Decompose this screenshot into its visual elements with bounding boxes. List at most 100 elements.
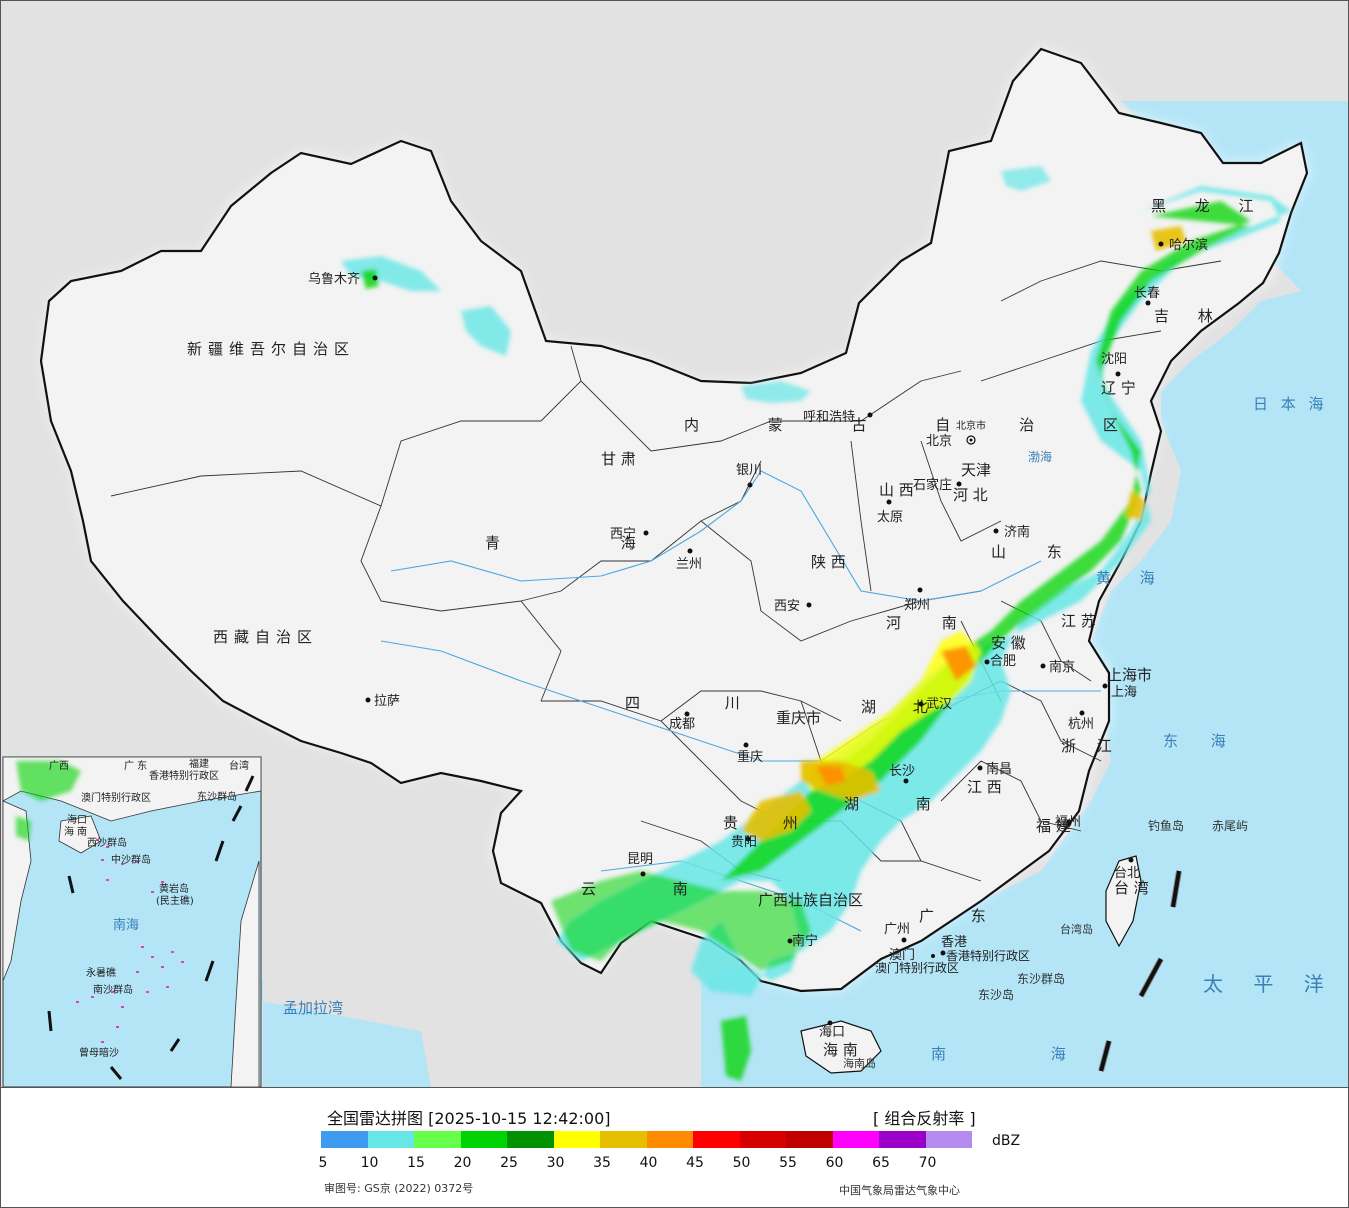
city-urumqi: 乌鲁木齐 xyxy=(308,271,360,287)
color-scale-tick: 25 xyxy=(500,1155,518,1171)
inset-zengmu: 曾母暗沙 xyxy=(79,1046,119,1059)
province-hainan: 海 南 xyxy=(823,1041,858,1059)
inset-nanhai: 南海 xyxy=(113,917,139,933)
color-scale-tick: 10 xyxy=(360,1155,379,1171)
color-scale-tick: 65 xyxy=(872,1155,890,1171)
province-qinghai: 青 海 xyxy=(485,534,694,552)
island-dongsha-qundao: 东沙群岛 xyxy=(1017,971,1065,986)
color-swatch xyxy=(600,1131,647,1148)
color-swatch xyxy=(414,1131,461,1148)
city-hongkong: 香港 xyxy=(941,935,967,950)
color-swatch xyxy=(367,1131,414,1148)
color-swatch xyxy=(925,1131,972,1148)
city-beijing-municipality: 北京市 xyxy=(956,419,986,432)
color-swatch xyxy=(553,1131,600,1148)
city-shenyang: 沈阳 xyxy=(1101,352,1127,367)
province-guangxi: 广西壮族自治区 xyxy=(758,891,863,909)
sea-taipingyang: 太 平 洋 xyxy=(1203,972,1336,996)
inset-yongshu: 永暑礁 xyxy=(86,966,116,979)
sea-nanhai: 南 海 xyxy=(931,1045,1116,1063)
island-chiwei: 赤尾屿 xyxy=(1212,819,1248,833)
province-shanghai: 上海市 xyxy=(1107,666,1152,684)
taiwan-island xyxy=(1105,855,1142,948)
province-xinjiang: 新疆维吾尔自治区 xyxy=(187,340,355,358)
legend-unit: dBZ xyxy=(992,1133,1021,1149)
color-swatch xyxy=(646,1131,693,1148)
city-chongqing: 重庆 xyxy=(737,749,763,765)
city-wuhan: 武汉 xyxy=(926,697,952,712)
province-zhejiang: 浙 江 xyxy=(1061,737,1120,755)
province-xizang: 西藏自治区 xyxy=(213,628,318,646)
color-scale-tick: 30 xyxy=(546,1155,565,1171)
island-labels: 钓鱼岛 赤尾屿 台湾岛 东沙群岛 东沙岛 海南岛 xyxy=(843,818,1248,1070)
inset-minzhujiao: (民主礁) xyxy=(156,894,194,907)
province-guizhou: 贵 州 xyxy=(723,814,818,832)
province-labels: 新疆维吾尔自治区 西藏自治区 青 海 甘 肃 内 蒙 古 自 治 区 黑 龙 江… xyxy=(187,197,1254,1059)
sea-ribenhai: 日 本 海 xyxy=(1253,395,1328,413)
city-guiyang: 贵阳 xyxy=(731,835,757,850)
province-neimenggu: 内 蒙 古 自 治 区 xyxy=(684,416,1150,434)
province-hebei: 河 北 xyxy=(953,486,988,504)
legend-title: 全国雷达拼图 [2025-10-15 12:42:00] xyxy=(327,1109,611,1128)
color-scale-tick: 15 xyxy=(407,1155,425,1171)
city-lanzhou: 兰州 xyxy=(676,557,702,572)
color-scale-tick: 50 xyxy=(732,1155,751,1171)
city-lhasa: 拉萨 xyxy=(374,694,400,709)
city-macau: 澳门 xyxy=(889,947,915,963)
province-gansu: 甘 肃 xyxy=(601,450,636,468)
color-scale-tick: 60 xyxy=(825,1155,844,1171)
province-jiangsu: 江 苏 xyxy=(1061,612,1096,630)
province-jiangxi: 江 西 xyxy=(967,778,1002,796)
province-guangdong: 广 东 xyxy=(919,907,1002,925)
inset-zhongsha: 中沙群岛 xyxy=(111,853,151,866)
data-source: 中国气象局雷达气象中心 xyxy=(839,1184,960,1197)
legend-panel: 全国雷达拼图 [2025-10-15 12:42:00] [ 组合反射率 ] 5… xyxy=(0,1088,1349,1208)
city-guangzhou: 广州 xyxy=(884,922,910,937)
color-scale-tick: 40 xyxy=(639,1155,658,1171)
province-taiwan: 台 湾 xyxy=(1114,879,1149,897)
city-zhengzhou: 郑州 xyxy=(904,598,930,613)
inset-fujian: 福建 xyxy=(189,757,209,770)
province-shaanxi: 陕 西 xyxy=(811,553,846,571)
city-haikou: 海口 xyxy=(819,1025,845,1040)
inset-nansha: 南沙群岛 xyxy=(93,983,133,996)
color-scale-tick: 55 xyxy=(779,1155,797,1171)
sea-huanghai: 黄 海 xyxy=(1096,569,1167,587)
color-swatch xyxy=(879,1131,926,1148)
nine-dash-line xyxy=(1098,870,1182,1072)
province-henan: 河 南 xyxy=(886,614,975,632)
inset-huangyan: 黄岩岛 xyxy=(159,882,189,895)
sea-areas xyxy=(151,101,1348,1087)
radar-map: 新疆维吾尔自治区 西藏自治区 青 海 甘 肃 内 蒙 古 自 治 区 黑 龙 江… xyxy=(0,0,1349,1088)
island-dongsha-dao: 东沙岛 xyxy=(978,987,1014,1002)
city-kunming: 昆明 xyxy=(627,852,653,867)
province-anhui: 安 徽 xyxy=(991,634,1026,652)
inset-dongsha: 东沙群岛 xyxy=(197,790,237,803)
inset-labels: 广 东 广西 福建 台湾 香港特别行政区 澳门特别行政区 东沙群岛 海口 海 南… xyxy=(49,757,249,1059)
inset-macau: 澳门特别行政区 xyxy=(81,791,151,804)
province-shanxi: 山 西 xyxy=(879,481,914,499)
city-harbin: 哈尔滨 xyxy=(1169,237,1208,253)
province-yunnan: 云 南 xyxy=(581,880,724,898)
inset-taiwan: 台湾 xyxy=(229,759,249,772)
province-jilin: 吉 林 xyxy=(1154,307,1225,325)
south-china-sea-inset xyxy=(2,756,262,1087)
province-fujian: 福 建 xyxy=(1036,817,1071,835)
island-diaoyu: 钓鱼岛 xyxy=(1148,818,1184,833)
province-hunan: 湖 南 xyxy=(844,795,957,813)
city-nanjing: 南京 xyxy=(1049,659,1075,675)
inset-islands xyxy=(76,839,184,1043)
color-scale-tick: 5 xyxy=(318,1155,328,1171)
inset-xisha: 西沙群岛 xyxy=(87,836,127,849)
color-scale-bar xyxy=(321,1131,972,1148)
province-macau: 澳门特别行政区 xyxy=(875,960,959,975)
city-changsha: 长沙 xyxy=(889,764,915,779)
province-hubei: 湖 北 xyxy=(861,698,944,716)
sea-donghai: 东 海 xyxy=(1163,732,1240,750)
city-hangzhou: 杭州 xyxy=(1068,717,1094,732)
color-swatch xyxy=(739,1131,786,1148)
color-swatch xyxy=(507,1131,554,1148)
city-nanning: 南宁 xyxy=(792,933,818,949)
province-tianjin: 天津 xyxy=(961,461,991,479)
radar-echoes xyxy=(16,166,1291,1081)
